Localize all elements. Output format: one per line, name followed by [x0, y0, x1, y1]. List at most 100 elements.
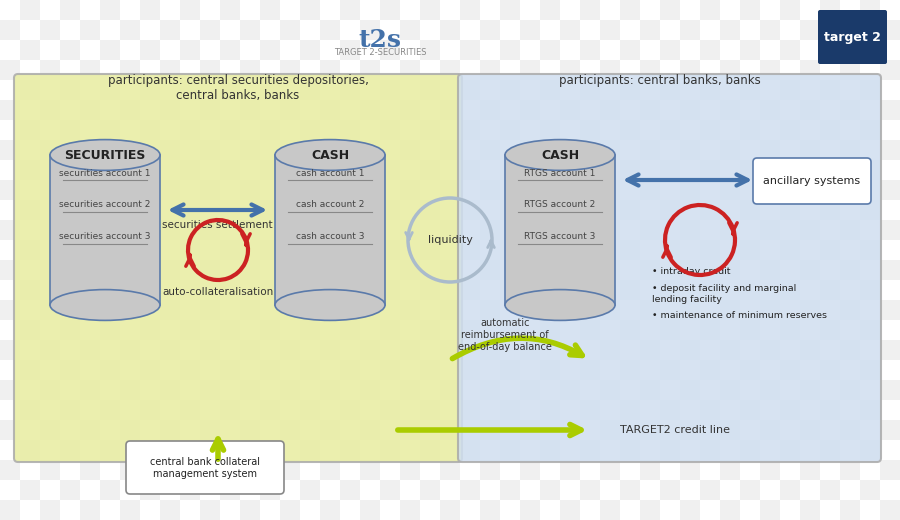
FancyBboxPatch shape — [660, 240, 680, 260]
FancyBboxPatch shape — [380, 80, 400, 100]
FancyBboxPatch shape — [340, 280, 360, 300]
FancyBboxPatch shape — [100, 160, 120, 180]
FancyBboxPatch shape — [820, 440, 840, 460]
FancyBboxPatch shape — [480, 420, 500, 440]
FancyBboxPatch shape — [280, 460, 300, 480]
FancyBboxPatch shape — [820, 40, 840, 60]
FancyBboxPatch shape — [800, 380, 820, 400]
FancyBboxPatch shape — [480, 500, 500, 520]
FancyBboxPatch shape — [840, 460, 860, 480]
FancyBboxPatch shape — [760, 260, 780, 280]
FancyBboxPatch shape — [300, 160, 320, 180]
FancyBboxPatch shape — [300, 440, 320, 460]
FancyBboxPatch shape — [600, 260, 620, 280]
FancyBboxPatch shape — [660, 120, 680, 140]
Text: auto-collateralisation: auto-collateralisation — [162, 287, 274, 297]
FancyBboxPatch shape — [520, 420, 540, 440]
FancyBboxPatch shape — [220, 0, 240, 20]
FancyBboxPatch shape — [560, 100, 580, 120]
FancyBboxPatch shape — [520, 180, 540, 200]
FancyBboxPatch shape — [660, 440, 680, 460]
FancyBboxPatch shape — [180, 400, 200, 420]
FancyBboxPatch shape — [840, 260, 860, 280]
FancyBboxPatch shape — [300, 0, 320, 20]
FancyBboxPatch shape — [60, 0, 80, 20]
FancyBboxPatch shape — [720, 380, 740, 400]
FancyBboxPatch shape — [520, 460, 540, 480]
FancyBboxPatch shape — [0, 500, 20, 520]
FancyBboxPatch shape — [340, 160, 360, 180]
FancyBboxPatch shape — [300, 40, 320, 60]
FancyBboxPatch shape — [480, 300, 500, 320]
FancyBboxPatch shape — [480, 180, 500, 200]
FancyBboxPatch shape — [300, 240, 320, 260]
Text: target 2: target 2 — [824, 31, 880, 44]
FancyBboxPatch shape — [340, 240, 360, 260]
FancyBboxPatch shape — [180, 80, 200, 100]
FancyBboxPatch shape — [400, 300, 420, 320]
FancyBboxPatch shape — [640, 460, 660, 480]
FancyBboxPatch shape — [440, 140, 460, 160]
FancyBboxPatch shape — [800, 340, 820, 360]
FancyBboxPatch shape — [100, 240, 120, 260]
FancyBboxPatch shape — [640, 220, 660, 240]
FancyBboxPatch shape — [120, 380, 140, 400]
FancyBboxPatch shape — [500, 160, 520, 180]
FancyBboxPatch shape — [780, 200, 800, 220]
FancyBboxPatch shape — [280, 300, 300, 320]
Text: securities account 1: securities account 1 — [59, 168, 151, 177]
FancyBboxPatch shape — [580, 440, 600, 460]
FancyBboxPatch shape — [460, 320, 480, 340]
FancyBboxPatch shape — [80, 300, 100, 320]
FancyBboxPatch shape — [460, 360, 480, 380]
FancyBboxPatch shape — [540, 400, 560, 420]
FancyBboxPatch shape — [620, 320, 640, 340]
FancyBboxPatch shape — [500, 80, 520, 100]
FancyBboxPatch shape — [380, 160, 400, 180]
FancyBboxPatch shape — [120, 100, 140, 120]
FancyBboxPatch shape — [480, 20, 500, 40]
FancyBboxPatch shape — [280, 100, 300, 120]
FancyBboxPatch shape — [160, 100, 180, 120]
FancyBboxPatch shape — [720, 60, 740, 80]
Text: • deposit facility and marginal
lending facility: • deposit facility and marginal lending … — [652, 284, 796, 304]
FancyBboxPatch shape — [20, 0, 40, 20]
FancyBboxPatch shape — [820, 400, 840, 420]
FancyBboxPatch shape — [360, 20, 380, 40]
FancyBboxPatch shape — [360, 260, 380, 280]
FancyBboxPatch shape — [140, 240, 160, 260]
FancyBboxPatch shape — [880, 500, 900, 520]
FancyBboxPatch shape — [500, 400, 520, 420]
Text: central bank collateral
management system: central bank collateral management syste… — [150, 457, 260, 479]
FancyBboxPatch shape — [380, 400, 400, 420]
FancyBboxPatch shape — [460, 80, 480, 100]
FancyBboxPatch shape — [400, 140, 420, 160]
FancyBboxPatch shape — [700, 320, 720, 340]
FancyBboxPatch shape — [540, 440, 560, 460]
FancyBboxPatch shape — [180, 120, 200, 140]
FancyBboxPatch shape — [280, 140, 300, 160]
FancyBboxPatch shape — [280, 60, 300, 80]
FancyBboxPatch shape — [80, 140, 100, 160]
FancyBboxPatch shape — [620, 240, 640, 260]
FancyBboxPatch shape — [820, 240, 840, 260]
FancyBboxPatch shape — [220, 400, 240, 420]
FancyBboxPatch shape — [420, 160, 440, 180]
FancyBboxPatch shape — [100, 400, 120, 420]
FancyBboxPatch shape — [50, 155, 160, 305]
FancyBboxPatch shape — [540, 40, 560, 60]
FancyBboxPatch shape — [260, 480, 280, 500]
Text: RTGS account 2: RTGS account 2 — [525, 200, 596, 210]
Text: RTGS account 3: RTGS account 3 — [525, 232, 596, 241]
FancyBboxPatch shape — [660, 360, 680, 380]
FancyBboxPatch shape — [680, 300, 700, 320]
FancyBboxPatch shape — [20, 320, 40, 340]
FancyBboxPatch shape — [40, 500, 60, 520]
FancyBboxPatch shape — [200, 260, 220, 280]
FancyBboxPatch shape — [700, 280, 720, 300]
FancyBboxPatch shape — [540, 160, 560, 180]
FancyBboxPatch shape — [800, 100, 820, 120]
FancyBboxPatch shape — [20, 160, 40, 180]
FancyBboxPatch shape — [560, 380, 580, 400]
FancyBboxPatch shape — [740, 400, 760, 420]
